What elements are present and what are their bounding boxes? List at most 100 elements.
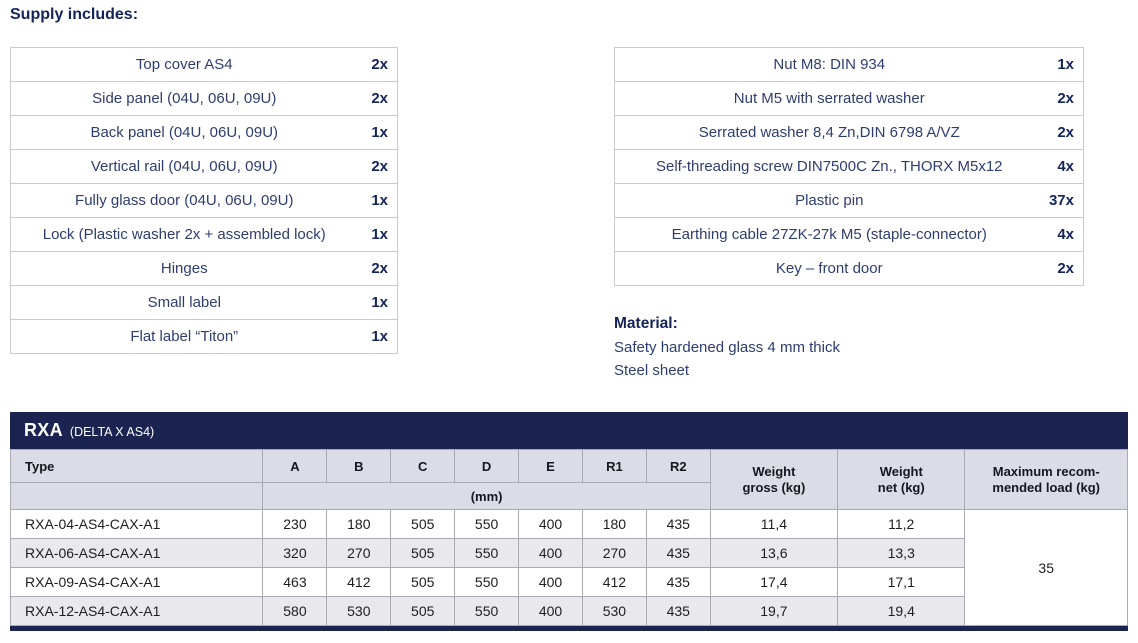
spec-table-title-band: RXA (DELTA X AS4) [10, 412, 1128, 449]
spec-table-subtitle: (DELTA X AS4) [69, 424, 155, 439]
supply-item-qty: 1x [357, 319, 398, 354]
table-row: RXA-09-AS4-CAX-A1 463 412 505 550 400 41… [9, 567, 1128, 597]
col-header-d: D [454, 449, 520, 483]
supply-item-qty: 1x [357, 217, 398, 252]
supply-item-qty: 1x [1057, 56, 1074, 73]
supply-item-label: Fully glass door (04U, 06U, 09U) [10, 183, 358, 218]
cell-e: 400 [518, 538, 583, 568]
supply-item-qty: 2x [1043, 251, 1084, 286]
supply-row: Lock (Plastic washer 2x + assembled lock… [10, 217, 398, 252]
supply-item-label: Lock (Plastic washer 2x + assembled lock… [10, 217, 358, 252]
supply-item-qty: 2x [1043, 115, 1084, 150]
supply-item-label: Key – front door [614, 251, 1044, 286]
cell-a: 580 [262, 596, 328, 626]
unit-label: (mm) [262, 482, 711, 510]
supply-item-qty: 1x [357, 183, 398, 218]
material-line: Steel sheet [614, 362, 690, 379]
supply-item-qty: 1x [357, 285, 398, 320]
supply-item-label: Serrated washer 8,4 Zn,DIN 6798 A/VZ [614, 115, 1044, 150]
spec-table-bottom-bar [10, 626, 1128, 631]
supply-item-qty: 1x [357, 115, 398, 150]
supply-item-label: Back panel (04U, 06U, 09U) [10, 115, 358, 150]
supply-row: Earthing cable 27ZK-27k M5 (staple-conne… [614, 217, 1084, 252]
supply-row: Back panel (04U, 06U, 09U) 1x [10, 115, 398, 150]
supply-row: Nut M5 with serrated washer 2x [614, 81, 1084, 116]
cell-c: 505 [390, 596, 456, 626]
supply-item-qty: 4x [1043, 217, 1084, 252]
cell-weight-gross: 11,4 [709, 509, 839, 539]
supply-row: Key – front door 2x [614, 251, 1084, 286]
cell-weight-net: 13,3 [837, 538, 966, 568]
supply-item-qty: 2x [357, 81, 398, 116]
cell-e: 400 [518, 567, 583, 597]
supply-item-label: Flat label “Titon” [10, 319, 358, 354]
unit-row-empty-cell [9, 482, 264, 510]
cell-b: 270 [326, 538, 392, 568]
cell-b: 412 [326, 567, 392, 597]
cell-d: 550 [454, 509, 520, 539]
cell-a: 230 [262, 509, 328, 539]
supply-item-label: Nut M8: DIN 934 [773, 56, 886, 73]
cell-c: 505 [390, 567, 456, 597]
supply-item-qty: 2x [357, 149, 398, 184]
col-header-a: A [262, 449, 328, 483]
spec-header-row: Type A B C D E R1 R2 Weight gross (kg) W… [9, 449, 1128, 510]
supply-item-label: Self-threading screw DIN7500C Zn., THORX… [614, 149, 1044, 184]
supply-item-qty: 2x [1043, 81, 1084, 116]
cell-r1: 270 [581, 538, 647, 568]
supply-item-qty: 37x [1043, 183, 1084, 218]
cell-r1: 180 [581, 509, 647, 539]
col-header-r2: R2 [645, 449, 711, 483]
supply-includes-heading: Supply includes: [10, 6, 139, 23]
cell-d: 550 [454, 567, 520, 597]
cell-c: 505 [390, 538, 456, 568]
col-header-max-load: Maximum recom- mended load (kg) [964, 449, 1128, 510]
table-row: RXA-04-AS4-CAX-A1 230 180 505 550 400 18… [9, 509, 1128, 626]
supply-item-label: Earthing cable 27ZK-27k M5 (staple-conne… [614, 217, 1044, 252]
cell-d: 550 [454, 596, 520, 626]
cell-r2: 435 [645, 509, 711, 539]
table-row: RXA-12-AS4-CAX-A1 580 530 505 550 400 53… [9, 596, 1128, 626]
cell-r1: 412 [581, 567, 647, 597]
cell-weight-gross: 17,4 [709, 567, 839, 597]
supply-item-qty: 4x [1043, 149, 1084, 184]
spec-table-section: RXA (DELTA X AS4) Type A B C D E R1 R2 [9, 412, 1128, 631]
cell-type: RXA-04-AS4-CAX-A1 [9, 509, 264, 539]
col-header-weight-gross: Weight gross (kg) [709, 449, 839, 510]
supply-row: Self-threading screw DIN7500C Zn., THORX… [614, 149, 1084, 184]
cell-d: 550 [454, 538, 520, 568]
col-header-e: E [518, 449, 583, 483]
cell-a: 463 [262, 567, 328, 597]
cell-c: 505 [390, 509, 456, 539]
cell-r2: 435 [645, 538, 711, 568]
col-header-b: B [326, 449, 392, 483]
supply-row: Small label 1x [10, 285, 398, 320]
supply-row: Plastic pin 37x [614, 183, 1084, 218]
supply-row: Side panel (04U, 06U, 09U) 2x [10, 81, 398, 116]
col-header-weight-net: Weight net (kg) [837, 449, 966, 510]
material-line: Safety hardened glass 4 mm thick [614, 339, 840, 356]
supply-table-left: Top cover AS4 2x Side panel (04U, 06U, 0… [10, 47, 398, 354]
cell-weight-gross: 13,6 [709, 538, 839, 568]
col-header-c: C [390, 449, 456, 483]
table-row: RXA-06-AS4-CAX-A1 320 270 505 550 400 27… [9, 538, 1128, 568]
supply-row: Flat label “Titon” 1x [10, 319, 398, 354]
cell-max-load: 35 [964, 509, 1128, 626]
cell-r2: 435 [645, 567, 711, 597]
supply-item-label: Small label [10, 285, 358, 320]
cell-b: 530 [326, 596, 392, 626]
supply-item-qty: 2x [371, 56, 388, 73]
supply-item-label: Side panel (04U, 06U, 09U) [10, 81, 358, 116]
spec-table: Type A B C D E R1 R2 Weight gross (kg) W… [9, 449, 1128, 626]
cell-type: RXA-12-AS4-CAX-A1 [9, 596, 264, 626]
cell-r1: 530 [581, 596, 647, 626]
cell-r2: 435 [645, 596, 711, 626]
supply-row: Nut M8: DIN 934 1x [615, 48, 1084, 82]
supply-item-label: Nut M5 with serrated washer [614, 81, 1044, 116]
col-header-r1: R1 [581, 449, 647, 483]
cell-type: RXA-09-AS4-CAX-A1 [9, 567, 264, 597]
supply-item-label: Hinges [10, 251, 358, 286]
col-header-type: Type [9, 449, 264, 483]
supply-item-label: Plastic pin [614, 183, 1044, 218]
